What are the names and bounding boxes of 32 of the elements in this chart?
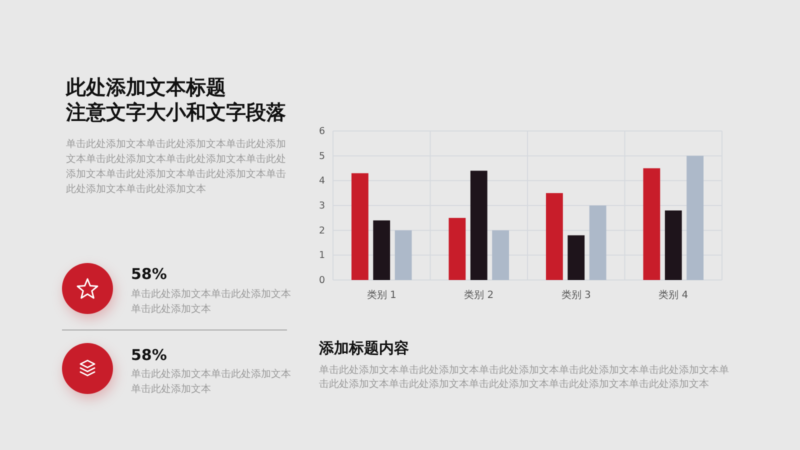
bar (568, 235, 585, 280)
y-tick-label: 4 (318, 176, 325, 187)
bar (351, 173, 368, 280)
bar (546, 193, 563, 280)
y-tick-label: 0 (318, 275, 325, 286)
text: 单击此处添加文本单击此处添加文本单击此处添加文本单击此处添加文本单击此处添加文本单击此处添加文本单击此处添加文本单击此处添加文本单击此处添加文本单击此处添加文本 (66, 138, 287, 197)
y-tick-label: 3 (318, 200, 325, 212)
bar (394, 230, 412, 280)
bar (448, 218, 466, 280)
bar (664, 210, 682, 280)
y-tick-label: 5 (318, 150, 325, 162)
text: 58% (131, 265, 167, 284)
bar (589, 206, 606, 280)
bar (686, 156, 704, 280)
text: 此处添加文本标题 (66, 75, 226, 100)
bar (492, 230, 510, 280)
text: 单击此处添加文本单击此处添加文本单击此处添加文本 (131, 288, 292, 316)
x-tick-label: 类别 1 (366, 289, 396, 302)
y-tick-label: 2 (318, 225, 325, 236)
x-tick-label: 类别 2 (464, 289, 494, 302)
text: 58% (131, 346, 167, 366)
x-tick-label: 类别 4 (658, 289, 688, 302)
y-tick-label: 6 (318, 126, 325, 138)
bar (643, 168, 660, 280)
chart-subtitle: 注意文字大小和文字段落 (66, 100, 286, 125)
text: 单击此处添加文本单击此处添加文本单击此处添加文本 (131, 368, 292, 396)
bar (373, 220, 390, 280)
y-tick-label: 1 (318, 250, 325, 262)
x-tick-label: 类别 3 (561, 289, 591, 302)
text: 单击此处添加文本单击此处添加文本单击此处添加文本单击此处添加文本单击此处添加文本单击此处添加文本单击此处添加文本单击此处添加文本单击此处添加文本单击此处添加文本 (319, 364, 730, 391)
text: 添加标题内容 (319, 339, 409, 358)
bar (470, 170, 488, 280)
